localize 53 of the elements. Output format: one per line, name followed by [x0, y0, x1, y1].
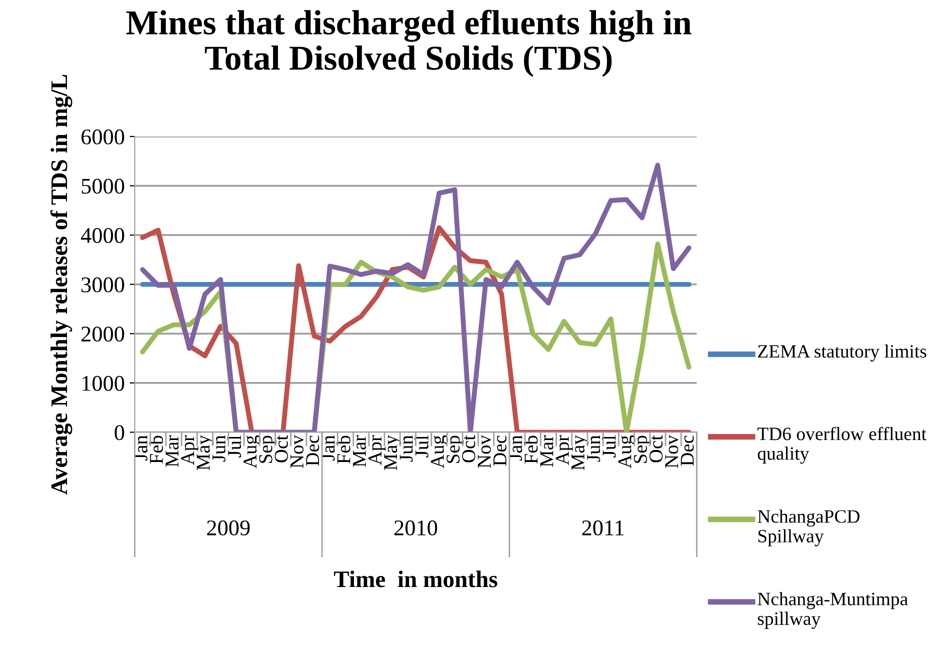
x-tick-label: Jun [400, 435, 413, 462]
x-tick-label: Feb [149, 436, 163, 464]
x-tick-label: Jun [212, 435, 226, 462]
y-tick-label: 0 [114, 425, 124, 440]
x-tick-label: Jun [587, 435, 600, 462]
y-tick-label: 6000 [81, 129, 124, 144]
x-tick-label: Sep [259, 436, 276, 463]
x-tick-label: Feb [336, 436, 350, 464]
x-tick-label: Oct [462, 435, 476, 462]
x-tick-label: Oct [274, 435, 288, 462]
x-tick-label: Apr [556, 435, 573, 466]
x-tick-label: Sep [634, 436, 651, 463]
x-tick-label: Nov [665, 435, 678, 468]
y-tick-label: 3000 [82, 277, 124, 292]
x-tick-label: Oct [650, 435, 663, 462]
chart-title: Mines that discharged efluents high in Total Disolved Solids (TDS) [126, 10, 692, 77]
legend-label: NchangaPCD Spillway [758, 510, 860, 546]
text: 2010 [394, 520, 438, 536]
x-tick-label: Apr [181, 435, 198, 466]
x-tick-label: Jan [134, 435, 148, 461]
x-tick-label: Aug [244, 435, 261, 468]
x-tick-label: Nov [290, 435, 304, 468]
y-tick-label: 4000 [80, 228, 124, 244]
legend-label: TD6 overflow effluent quality [757, 426, 926, 464]
x-tick-label: Jan [509, 435, 522, 461]
x-tick-label: Jul [602, 435, 616, 458]
x-tick-label: Sep [446, 436, 464, 463]
x-tick-label: Dec [680, 436, 694, 466]
x-tick-label: Dec [306, 436, 320, 466]
x-tick-label: Feb [524, 436, 538, 464]
legend-label: ZEMA statutory limits [758, 344, 926, 362]
x-tick-label: Aug [430, 435, 448, 468]
x-tick-label: Aug [618, 435, 636, 468]
y-tick-label: 5000 [82, 178, 124, 194]
x-tick-label: May [196, 435, 214, 470]
x-tick-label: Jul [227, 435, 242, 458]
y-axis-title: Average Monthly releases of TDS in mg/L [50, 74, 72, 495]
x-tick-label: Apr [368, 435, 386, 466]
x-tick-label: Mar [540, 435, 554, 467]
x-tick-label: Nov [478, 435, 491, 468]
x-axis-title: Time in months [334, 570, 498, 588]
text: 2009 [207, 520, 250, 536]
x-tick-label: May [384, 435, 402, 470]
y-tick-label: 1000 [82, 376, 124, 391]
x-tick-label: Jul [414, 435, 428, 458]
legend-label: Nchanga-Muntimpa spillway [758, 592, 908, 629]
x-tick-label: Jan [322, 435, 335, 461]
text: 2011 [582, 520, 624, 536]
x-tick-label: Mar [353, 435, 366, 467]
x-tick-label: Dec [494, 436, 506, 466]
x-tick-label: May [572, 435, 588, 470]
y-tick-label: 2000 [82, 326, 124, 342]
x-tick-label: Mar [166, 435, 179, 467]
